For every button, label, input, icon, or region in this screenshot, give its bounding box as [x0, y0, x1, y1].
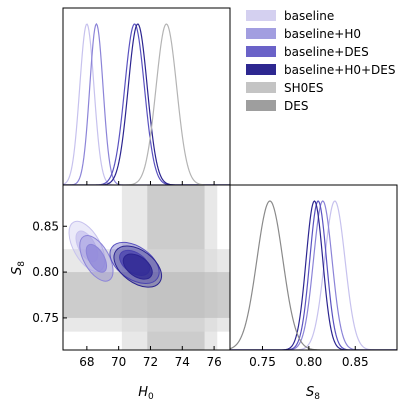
h0-curve-1: [63, 22, 230, 185]
legend-label-4: SH0ES: [284, 81, 323, 95]
s8-curves: [230, 200, 397, 350]
legend-label-1: baseline+H0: [284, 27, 361, 41]
h0-top-ticks: [86, 181, 215, 185]
s8-ylabel-1: 0.80: [32, 265, 59, 279]
panel-h0-frame: [62, 7, 231, 186]
s8-ylabel-2: 0.85: [32, 219, 59, 233]
h0-curve-0: [63, 23, 230, 185]
panel-s8-marginal: 0.75 0.80 0.85: [229, 184, 398, 369]
legend-swatch-4: [246, 82, 276, 93]
legend-label-2: baseline+DES: [284, 45, 369, 59]
h0-label-4: 76: [206, 355, 221, 369]
s8-label-0: 0.75: [249, 355, 276, 369]
s8-ylabel-0: 0.75: [32, 311, 59, 325]
s8-curve-2: [230, 200, 397, 350]
s8-axis-ticks: 0.75 0.80 0.85: [32, 219, 67, 325]
s8-curve-3: [230, 200, 397, 350]
contour-1sigma-3: [122, 253, 153, 280]
legend-label-3: baseline+H0+DES: [284, 63, 395, 77]
y-axis-label-s8: S8: [10, 261, 27, 275]
legend-swatch-3: [246, 64, 276, 75]
legend-label-5: DES: [284, 99, 308, 113]
h0-label-2: 72: [143, 355, 158, 369]
s8-label-1: 0.80: [296, 355, 323, 369]
s8-label-2: 0.85: [342, 355, 369, 369]
h0-curves: [63, 22, 230, 185]
contour-1sigma-1: [85, 243, 108, 273]
s8-curve-1: [230, 200, 397, 350]
panel-s8-frame: [229, 184, 398, 351]
s8-curve-4: [230, 200, 397, 350]
panel-2d: 68 70 72 74 76 0.75 0.80 0.85: [32, 184, 231, 369]
h0-label-0: 68: [79, 355, 94, 369]
contour-layer: [68, 220, 163, 288]
s8-axis-ticks-bottom: 0.75 0.80 0.85: [249, 346, 369, 369]
legend-label-0: baseline: [284, 9, 334, 23]
h0-axis-ticks: 68 70 72 74 76: [79, 346, 222, 369]
panel-h0-marginal: [62, 7, 231, 186]
h0-label-3: 74: [175, 355, 190, 369]
x-axis-label-h0: H0: [138, 385, 154, 402]
legend-swatch-2: [246, 46, 276, 57]
legend-swatch-5: [246, 100, 276, 111]
legend: baseline baseline+H0 baseline+DES baseline+…: [246, 9, 395, 113]
h0-curve-3: [63, 23, 230, 185]
x-axis-label-s8: S8: [306, 385, 320, 402]
legend-swatch-0: [246, 10, 276, 21]
h0-label-1: 70: [111, 355, 126, 369]
legend-swatch-1: [246, 28, 276, 39]
des-band-1sigma: [63, 272, 230, 318]
